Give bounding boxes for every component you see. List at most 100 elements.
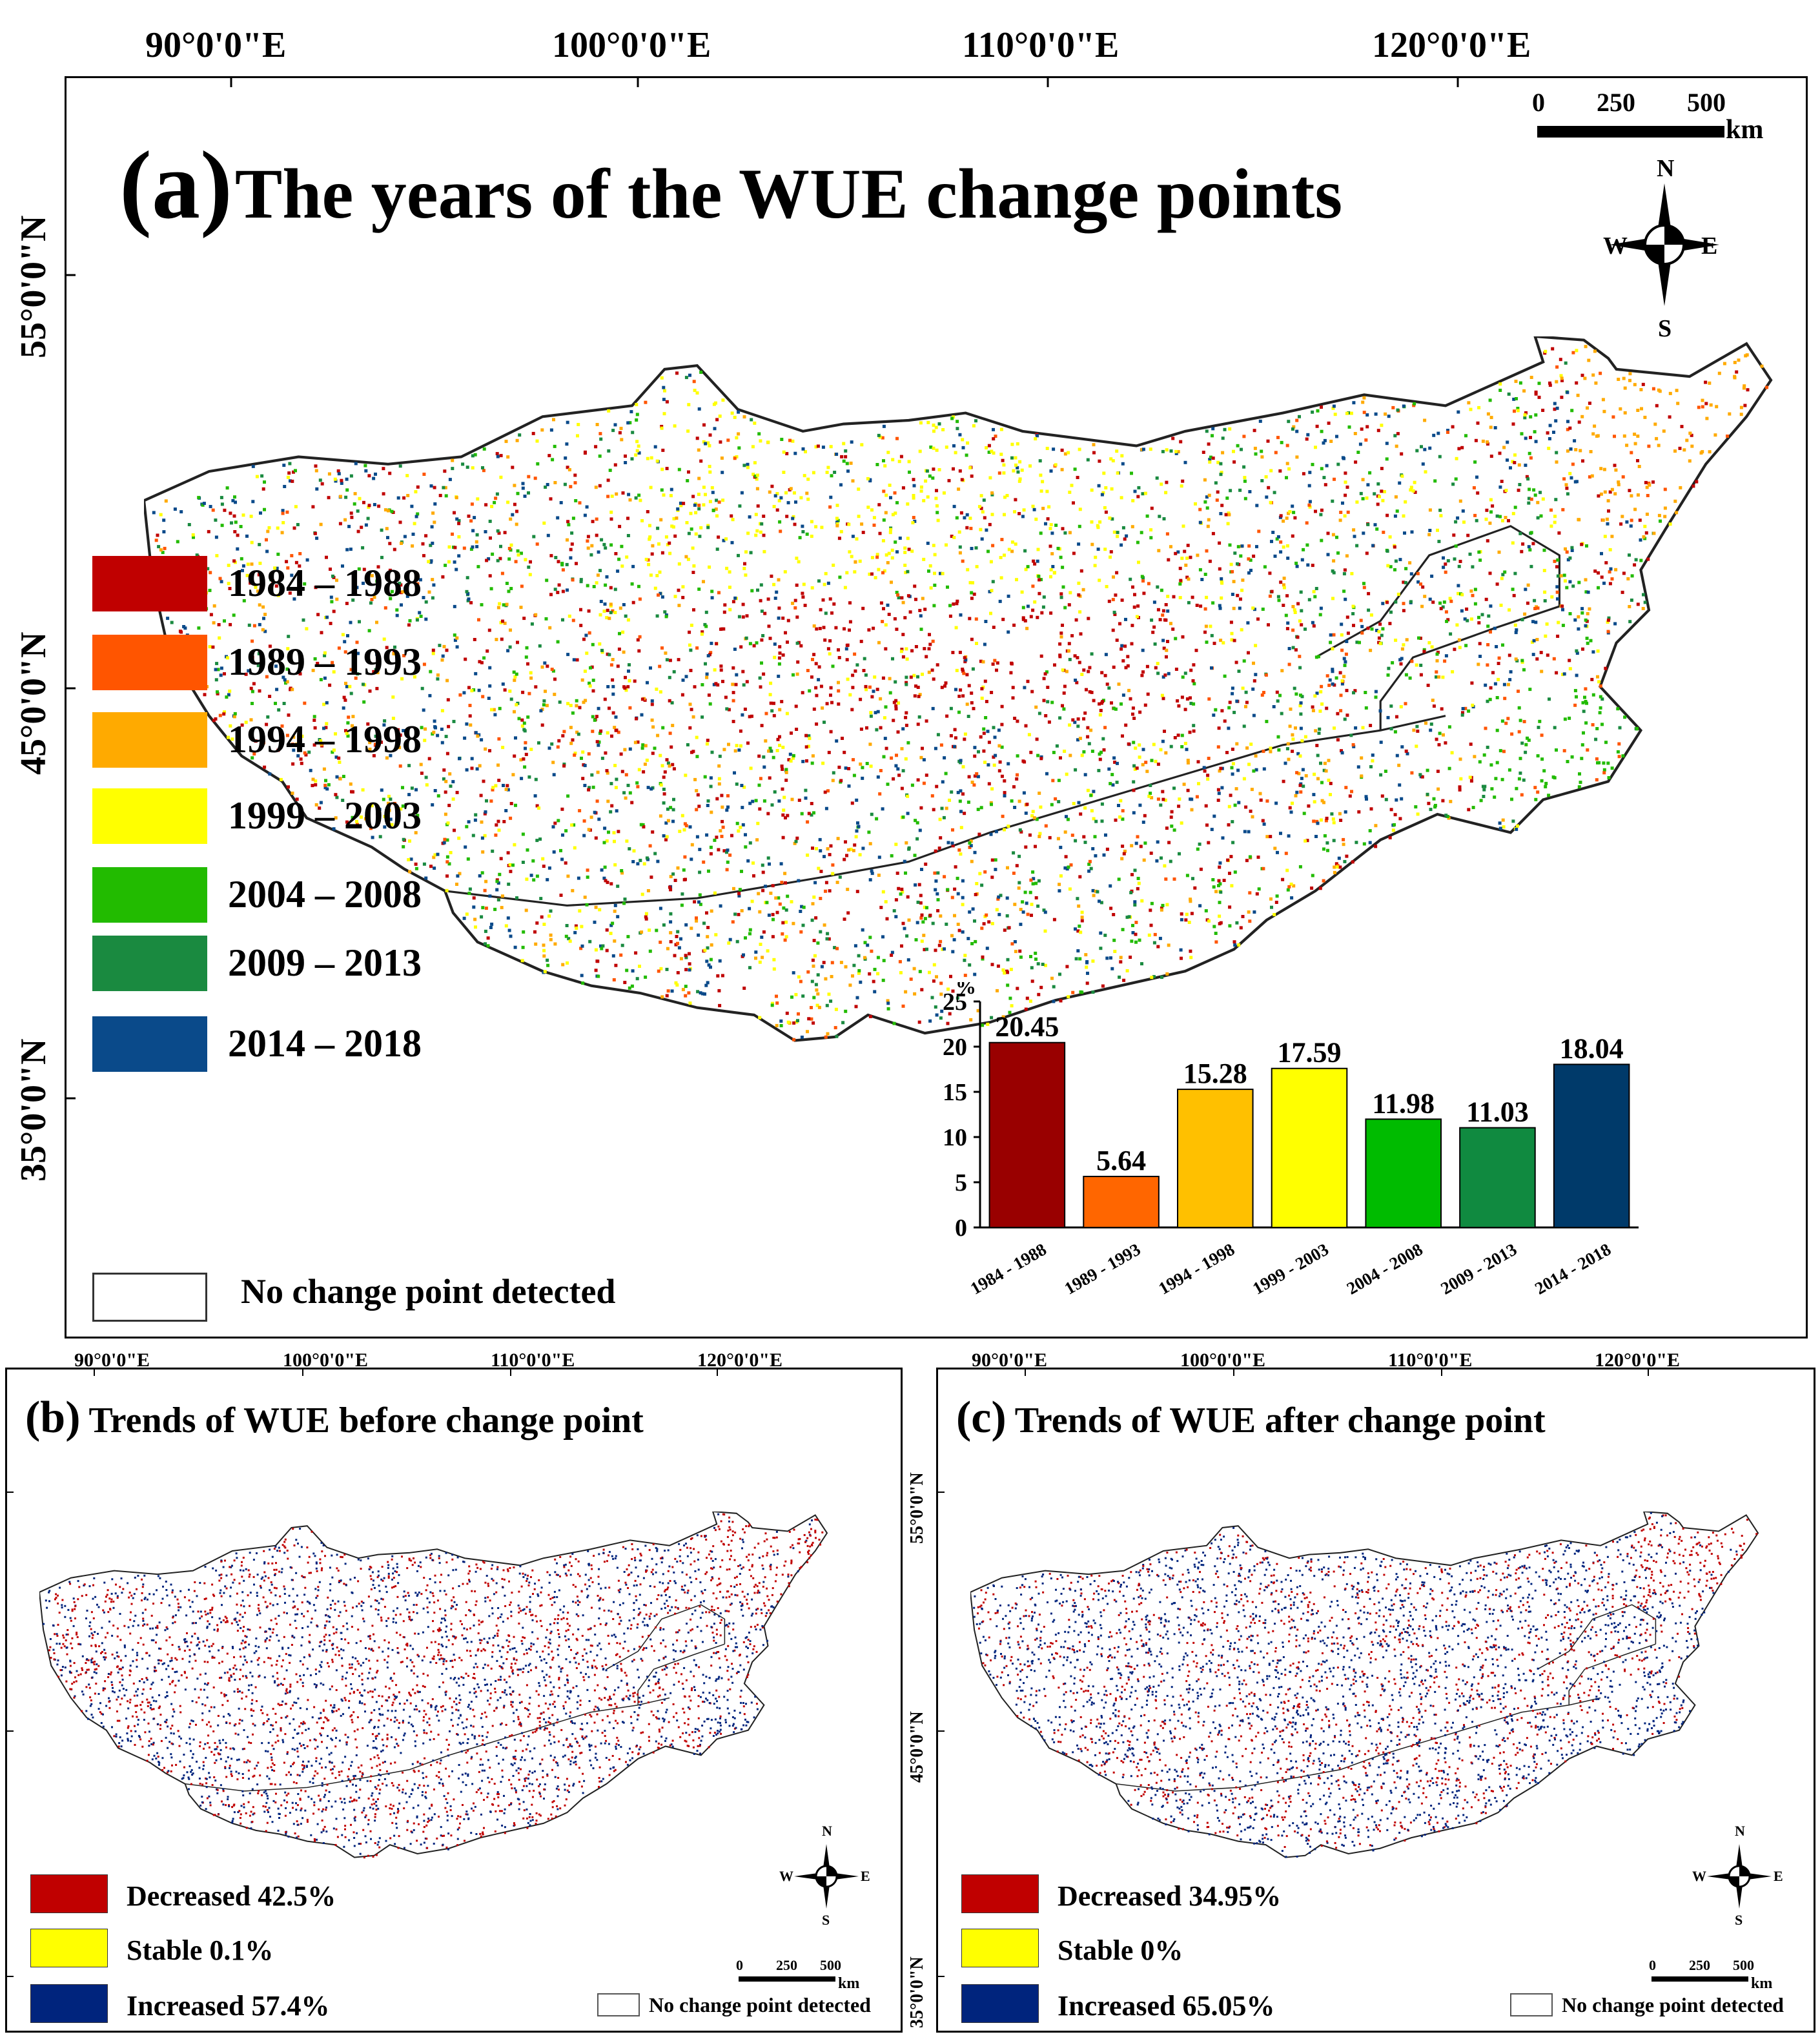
panel-c-legend-swatch-2 [961, 1984, 1039, 2023]
panel-c-compass-rose: N S E W [1692, 1821, 1783, 1931]
legend-a-label-0: 1984 – 1988 [228, 562, 422, 604]
panel-c-lat-tick-0: 55°0'0"N [907, 1472, 927, 1544]
chart-ytick-label: 5 [955, 1169, 967, 1196]
panel-b-scale-label-1: 250 [776, 1957, 797, 1973]
chart-ytick-label: 0 [955, 1215, 967, 1242]
chart-bar-5 [1459, 1127, 1536, 1228]
panel-b-nochange-label: No change point detected [649, 1993, 871, 2016]
lat-tick-45: 45°0'0"N [14, 631, 54, 775]
panel-a-title: (a) The years of the WUE change points [119, 130, 1342, 241]
compass-e: E [1701, 232, 1718, 260]
panel-b-frame: 55°0'0"N45°0'0"N35°0'0"N(b) Trends of WU… [5, 1368, 903, 2033]
panel-b-title-text: Trends of WUE before change point [80, 1400, 644, 1441]
panel-c-compass-n: N [1735, 1823, 1745, 1839]
panel-c-map-province-border [1116, 1697, 1601, 1792]
panel-b-compass-e: E [861, 1868, 870, 1884]
compass-s: S [1658, 315, 1672, 342]
panel-b-letter: (b) [25, 1393, 81, 1442]
panel-c-nochange-swatch [1510, 1993, 1553, 2016]
panel-b-compass-icon [794, 1844, 859, 1909]
scale-label-0: 0 [1532, 88, 1545, 117]
legend-a-label-2: 1994 – 1998 [228, 718, 422, 761]
legend-a-label-6: 2014 – 2018 [228, 1022, 422, 1065]
chart-category-label-1: 1989 - 1993 [1061, 1240, 1144, 1298]
b-lon-tick-120: 120°0'0"E [697, 1349, 782, 1371]
b-lon-tick-100: 100°0'0"E [283, 1349, 368, 1371]
panel-c-map-province-border [1537, 1604, 1657, 1670]
c-lon-tick-120: 120°0'0"E [1595, 1349, 1680, 1371]
panel-b-legend-label-1: Stable 0.1% [127, 1934, 274, 1966]
chart-value-label-6: 18.04 [1560, 1032, 1624, 1064]
panel-b-scale-label-0: 0 [736, 1957, 743, 1973]
panel-b-map-province-border [606, 1604, 726, 1670]
panel-b-legend-label-2: Increased 57.4% [127, 1990, 330, 2022]
chart-value-label-3: 17.59 [1278, 1037, 1342, 1069]
legend-a-swatch-4 [92, 867, 207, 923]
compass-icon [1610, 183, 1719, 306]
chart-bar-3 [1271, 1067, 1348, 1228]
chart-bar-4 [1365, 1118, 1442, 1228]
panel-c-letter: (c) [956, 1393, 1007, 1442]
scale-bar-line [1537, 126, 1724, 138]
lat-tick-55: 55°0'0"N [14, 215, 54, 358]
panel-c-map [970, 1512, 1759, 1858]
legend-a-swatch-1 [92, 635, 207, 690]
chart-value-label-1: 5.64 [1096, 1145, 1146, 1176]
panel-c-legend-label-1: Stable 0% [1058, 1934, 1183, 1966]
scale-bar: 0 250 500 km [1532, 87, 1763, 152]
panel-a-ticks [66, 78, 1459, 1100]
legend-a-swatch-5 [92, 936, 207, 991]
chart-value-label-4: 11.98 [1372, 1087, 1435, 1119]
panel-c-compass-w: W [1692, 1868, 1706, 1884]
lon-tick-90: 90°0'0"E [145, 25, 287, 65]
legend-a-label-4: 2004 – 2008 [228, 873, 422, 916]
legend-a-nochange-swatch [92, 1273, 207, 1322]
panel-c-legend-label-2: Increased 65.05% [1058, 1990, 1275, 2022]
panel-b-compass-n: N [822, 1823, 832, 1839]
panel-b-map-boundary [39, 1512, 828, 1858]
panel-c-scale-label-0: 0 [1649, 1957, 1656, 1973]
panel-c-compass-icon [1707, 1844, 1772, 1909]
panel-b-scale-bar: 0 250 500 km [736, 1957, 878, 1996]
panel-c-map-pixels [973, 1512, 1758, 1858]
panel-b-legend-label-0: Decreased 42.5% [127, 1880, 336, 1912]
chart-value-label-5: 11.03 [1466, 1096, 1529, 1128]
panel-b-compass-rose: N S E W [779, 1821, 870, 1931]
panel-c-legend-swatch-0 [961, 1874, 1039, 1913]
panel-b-compass-s: S [822, 1912, 830, 1928]
panel-c-lat-tick-2: 35°0'0"N [907, 1956, 927, 2028]
panel-c-title: (c) Trends of WUE after change point [956, 1392, 1546, 1444]
panel-c-compass-e: E [1774, 1868, 1783, 1884]
chart-ytick-label: 10 [943, 1124, 967, 1151]
panel-b-scale-label-3: km [838, 1975, 860, 1992]
legend-a-swatch-0 [92, 556, 207, 611]
panel-c-compass-s: S [1735, 1912, 1743, 1928]
chart-bar-0 [988, 1041, 1066, 1228]
panel-c-lat-tick-1: 45°0'0"N [907, 1711, 927, 1783]
panel-a-letter: (a) [119, 132, 232, 239]
chart-bar-1 [1083, 1176, 1160, 1229]
chart-category-label-3: 1999 - 2003 [1249, 1240, 1332, 1298]
chart-bar-6 [1553, 1063, 1630, 1228]
map-a [144, 336, 1773, 1042]
bar-chart: % 0 5 10 15 20 25 20.45 1984 - 1988 5.64 1989 - 19… [943, 982, 1639, 1298]
legend-a-swatch-6 [92, 1016, 207, 1072]
chart-category-label-5: 2009 - 2013 [1437, 1240, 1520, 1298]
lon-tick-120: 120°0'0"E [1372, 25, 1531, 65]
panel-b-legend-swatch-2 [30, 1984, 108, 2023]
panel-c-legend-swatch-1 [961, 1929, 1039, 1967]
lat-tick-35: 35°0'0"N [14, 1038, 54, 1182]
panel-c-frame: 55°0'0"N 45°0'0"N 35°0'0"N (c) Trends of WU… [907, 1368, 1815, 2033]
panel-c-nochange-label: No change point detected [1562, 1993, 1784, 2016]
panel-b-title: (b) Trends of WUE before change point [25, 1392, 644, 1444]
legend-a-label-3: 1999 – 2003 [228, 794, 422, 837]
panel-b-map-province-border [637, 1643, 725, 1705]
chart-category-label-2: 1994 - 1998 [1155, 1240, 1238, 1298]
panel-b-legend-swatch-0 [30, 1874, 108, 1913]
scale-label-250: 250 [1597, 88, 1635, 117]
lon-tick-100: 100°0'0"E [552, 25, 711, 65]
chart-value-label-0: 20.45 [995, 1011, 1059, 1043]
map-a-province-border [445, 715, 1446, 907]
compass-n: N [1657, 155, 1675, 182]
chart-ytick-label: 15 [943, 1079, 967, 1106]
